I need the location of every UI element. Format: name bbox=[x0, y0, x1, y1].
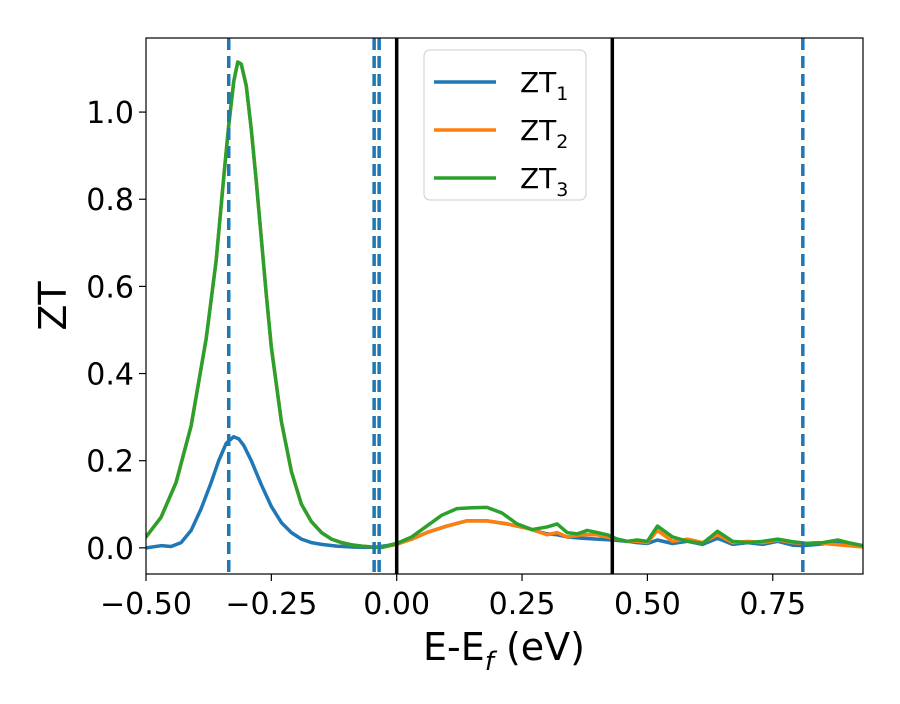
y-tick-label: 0.6 bbox=[86, 270, 134, 305]
plot-content bbox=[146, 38, 863, 574]
axes-frame bbox=[145, 37, 864, 575]
plot-area bbox=[146, 38, 863, 574]
legend-label-zt2: ZT2 bbox=[520, 114, 568, 153]
legend: ZT1 ZT2 ZT3 bbox=[423, 49, 587, 201]
y-axis-label: ZT bbox=[31, 281, 75, 331]
legend-box bbox=[423, 49, 587, 201]
series-line-zt3 bbox=[146, 60, 863, 550]
legend-label-zt3: ZT3 bbox=[520, 162, 568, 201]
legend-label-zt1: ZT1 bbox=[520, 66, 568, 105]
x-tick-label: −0.25 bbox=[225, 587, 317, 622]
y-tick-label: 0.8 bbox=[86, 183, 134, 218]
x-tick-label: 0.75 bbox=[739, 587, 806, 622]
x-tick-label: 0.50 bbox=[614, 587, 681, 622]
y-tick-label: 0.4 bbox=[86, 358, 134, 393]
y-tick-label: 0.0 bbox=[86, 532, 134, 567]
y-tick-label: 1.0 bbox=[86, 96, 134, 131]
x-tick-label: 0.25 bbox=[489, 587, 556, 622]
x-tick-label: −0.50 bbox=[100, 587, 192, 622]
y-axis: 0.0 0.2 0.4 0.6 0.8 1.0 bbox=[86, 96, 146, 567]
x-axis: −0.50 −0.25 0.00 0.25 0.50 0.75 bbox=[100, 574, 806, 622]
x-tick-label: 0.00 bbox=[363, 587, 430, 622]
x-axis-label: E-Ef (eV) bbox=[423, 625, 585, 677]
y-tick-label: 0.2 bbox=[86, 445, 134, 480]
